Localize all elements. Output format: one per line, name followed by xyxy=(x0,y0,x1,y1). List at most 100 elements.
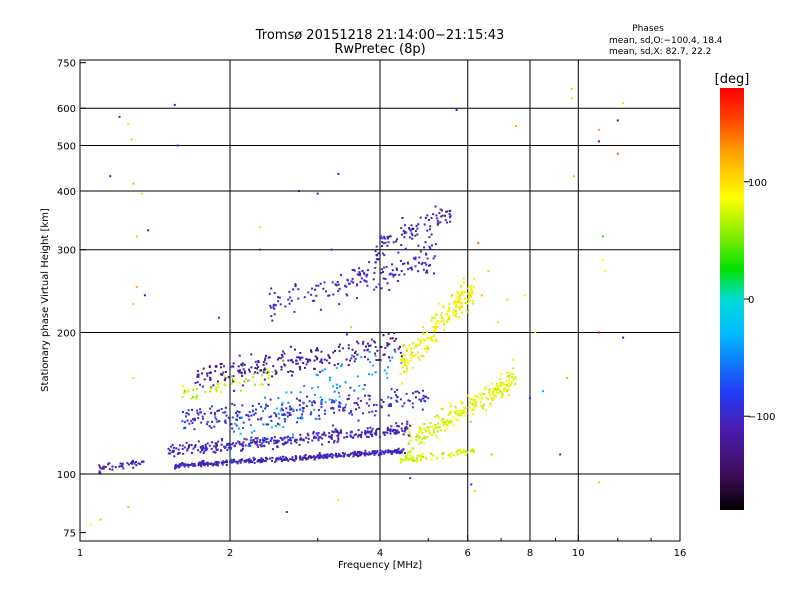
data-point xyxy=(262,440,265,443)
data-point xyxy=(204,445,207,448)
data-point xyxy=(236,414,239,417)
data-point xyxy=(380,398,383,401)
data-point xyxy=(321,369,324,372)
data-point xyxy=(346,294,349,297)
data-point xyxy=(405,456,408,459)
data-point xyxy=(499,381,502,384)
data-point xyxy=(356,451,359,453)
data-point xyxy=(466,451,469,454)
data-point xyxy=(391,263,394,266)
data-point xyxy=(387,366,390,369)
data-point xyxy=(243,363,246,366)
data-point xyxy=(395,449,398,452)
data-point xyxy=(467,394,470,397)
data-point xyxy=(191,451,193,454)
data-point xyxy=(360,453,362,456)
data-point xyxy=(139,463,142,465)
data-point xyxy=(289,405,291,408)
data-point xyxy=(434,327,437,330)
data-point xyxy=(392,428,395,431)
data-point xyxy=(217,386,220,389)
data-point xyxy=(211,464,214,467)
data-point xyxy=(171,443,174,446)
data-point xyxy=(312,432,315,435)
data-point xyxy=(320,359,323,362)
data-point xyxy=(508,374,511,377)
data-point xyxy=(396,268,398,271)
data-point xyxy=(430,458,433,461)
data-point xyxy=(186,419,189,422)
data-point xyxy=(222,411,225,414)
data-point xyxy=(101,466,104,469)
data-point xyxy=(308,358,311,361)
data-point xyxy=(344,403,347,406)
data-point xyxy=(457,306,460,309)
data-point xyxy=(448,309,451,312)
data-point xyxy=(367,453,370,456)
data-point xyxy=(204,443,207,446)
data-point xyxy=(329,436,332,439)
data-point xyxy=(273,439,275,442)
data-point xyxy=(328,455,331,458)
data-point xyxy=(202,461,205,464)
data-point xyxy=(334,428,337,431)
data-point xyxy=(403,344,406,347)
data-point xyxy=(464,450,467,453)
data-point xyxy=(371,435,374,438)
data-point xyxy=(226,461,228,464)
data-point xyxy=(440,320,443,323)
data-point xyxy=(445,423,448,425)
data-point xyxy=(344,284,346,287)
data-point xyxy=(410,458,413,461)
data-point xyxy=(424,396,427,398)
data-point xyxy=(335,452,337,455)
data-point xyxy=(457,291,460,294)
data-point xyxy=(336,281,339,284)
data-point xyxy=(475,400,478,403)
data-point xyxy=(201,385,204,388)
data-point xyxy=(307,441,310,444)
data-point xyxy=(364,449,367,452)
data-point xyxy=(315,284,318,287)
data-point xyxy=(264,372,267,374)
data-point xyxy=(446,424,449,427)
data-point xyxy=(424,241,427,244)
data-point xyxy=(216,444,218,447)
data-point xyxy=(374,266,377,269)
data-point xyxy=(427,347,430,350)
data-point xyxy=(454,405,457,408)
data-point xyxy=(362,388,365,390)
data-point xyxy=(434,415,436,418)
data-point xyxy=(433,432,436,434)
data-point xyxy=(414,354,417,357)
data-point xyxy=(277,300,280,303)
data-point xyxy=(237,369,240,372)
data-point xyxy=(353,389,356,392)
data-point xyxy=(326,453,329,456)
data-point xyxy=(192,463,195,465)
data-point xyxy=(203,464,206,467)
data-point xyxy=(414,265,417,268)
data-point xyxy=(220,443,223,446)
data-point xyxy=(379,452,382,455)
data-point xyxy=(265,362,268,365)
data-point xyxy=(402,433,405,436)
data-point xyxy=(384,346,387,349)
data-point xyxy=(214,370,217,373)
data-point xyxy=(367,404,370,407)
data-point xyxy=(193,428,196,431)
data-point xyxy=(274,460,277,463)
data-point xyxy=(408,343,411,346)
data-point xyxy=(219,391,222,394)
data-point xyxy=(338,395,341,398)
data-point xyxy=(315,432,318,435)
data-point xyxy=(278,296,281,299)
data-point xyxy=(334,283,337,286)
data-point xyxy=(616,119,619,122)
data-point xyxy=(351,413,354,416)
data-point xyxy=(500,384,503,387)
data-point xyxy=(372,278,375,281)
data-point xyxy=(412,228,415,230)
data-point xyxy=(291,361,294,364)
